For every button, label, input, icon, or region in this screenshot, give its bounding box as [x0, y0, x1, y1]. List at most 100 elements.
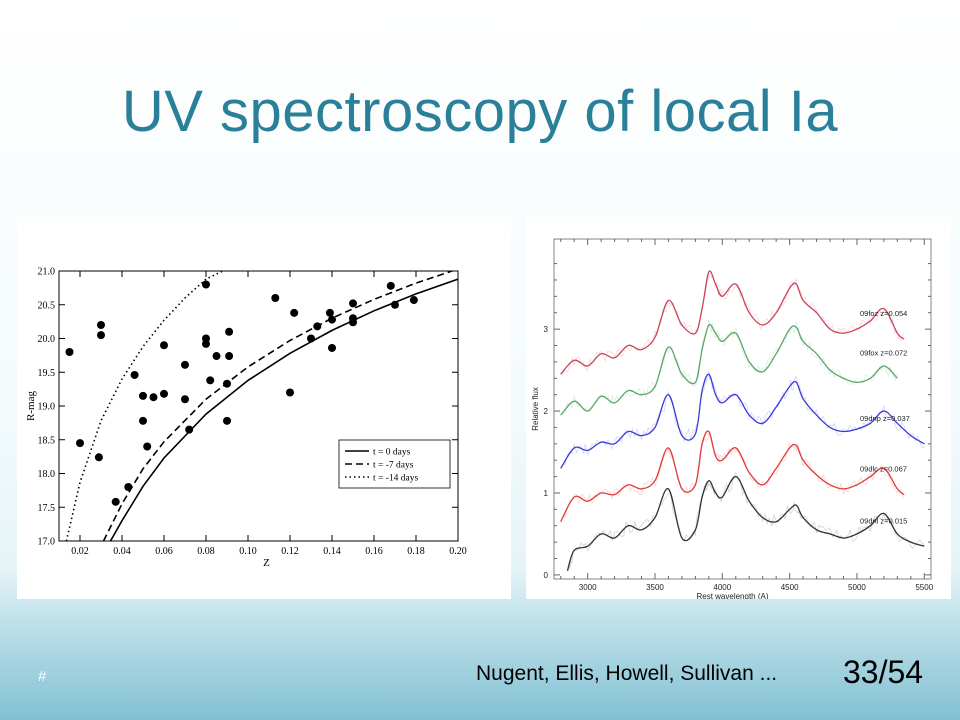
legend-label: t = 0 days — [373, 448, 411, 458]
data-point — [181, 395, 189, 404]
data-point — [328, 315, 336, 324]
legend-label: t = -14 days — [373, 474, 419, 484]
y-tick-label: 18.5 — [38, 435, 56, 446]
uv-spectra-chart: 3000 3500 4000 4500 5000 5500 0 1 2 3 Rest wavelen… — [531, 238, 934, 601]
spectrum-label: 09foz z=0.054 — [860, 309, 907, 318]
data-point — [143, 442, 152, 451]
data-point — [328, 343, 336, 352]
model-curve-0 — [109, 278, 458, 541]
y-tick-label: 19.5 — [38, 368, 56, 379]
magnitude-redshift-chart: 0.02 0.04 0.06 0.08 0.10 0.12 0.14 0.16 0.18 0.20… — [25, 267, 467, 570]
y-tick-label: 21.0 — [38, 267, 56, 278]
y-tick-label: 1 — [544, 489, 549, 498]
data-point — [386, 281, 395, 290]
data-point — [65, 348, 74, 356]
x-tick-label: 5500 — [915, 583, 933, 592]
data-point — [149, 393, 158, 402]
x-tick-label: 0.10 — [239, 546, 257, 557]
x-tick-label: 0.06 — [155, 546, 173, 557]
data-point — [212, 352, 221, 361]
spectrum-label: 09dnp z=0.037 — [860, 414, 910, 423]
y-tick-label: 17.0 — [38, 537, 56, 548]
x-tick-label: 3500 — [646, 583, 664, 592]
y-tick-label: 2 — [544, 407, 549, 416]
data-point — [111, 497, 120, 506]
data-point — [313, 322, 322, 331]
data-point — [325, 308, 334, 317]
data-point — [349, 318, 357, 327]
y-tick-label: 20.0 — [38, 334, 56, 345]
model-curve-2 — [65, 271, 224, 541]
spectrum-label: 09dlc z=0.067 — [860, 465, 907, 474]
data-point — [185, 425, 194, 434]
x-tick-label: 0.18 — [407, 546, 425, 557]
y-tick-label: 3 — [544, 325, 549, 334]
y-tick-label: 17.5 — [38, 503, 56, 514]
y-tick-label: 20.5 — [38, 300, 56, 311]
data-point — [160, 341, 168, 350]
y-axis-label: Relative flux — [531, 387, 540, 431]
y-tick-label: 19.0 — [38, 402, 56, 413]
data-point — [139, 391, 147, 400]
data-point — [225, 352, 234, 361]
model-curve-1 — [102, 271, 455, 541]
data-point — [97, 331, 105, 340]
data-point — [286, 388, 294, 397]
plot-frame — [553, 238, 932, 580]
data-point — [139, 416, 147, 425]
data-point — [223, 416, 231, 425]
x-tick-label: 0.14 — [323, 546, 341, 557]
spectrum-raw-2 — [560, 371, 925, 469]
y-tick-label: 18.0 — [38, 469, 56, 480]
data-point — [202, 339, 210, 348]
spectrum-line-4 — [566, 475, 925, 571]
y-tick-label: 0 — [544, 571, 549, 580]
x-tick-label: 4500 — [781, 583, 799, 592]
slide-title: UV spectroscopy of local Ia — [121, 79, 839, 144]
data-point — [349, 299, 357, 308]
x-tick-label: 0.02 — [71, 546, 89, 557]
x-tick-label: 4000 — [713, 583, 731, 592]
legend-label: t = -7 days — [373, 461, 414, 471]
data-point — [124, 483, 133, 491]
data-point — [206, 376, 215, 385]
data-point — [223, 379, 231, 388]
x-tick-label: 5000 — [848, 583, 866, 592]
x-tick-label: 0.12 — [281, 546, 299, 557]
x-axis-label: Rest wavelength (A) — [696, 592, 768, 599]
spectrum-line-1 — [560, 323, 898, 416]
spectrum-line-0 — [560, 270, 905, 375]
data-point — [97, 321, 105, 329]
data-point — [409, 296, 418, 305]
data-point — [202, 280, 210, 289]
data-point — [225, 327, 234, 336]
data-point — [290, 308, 299, 317]
data-point — [130, 370, 139, 379]
x-tick-label: 0.16 — [365, 546, 383, 557]
footer-mark: # — [38, 668, 47, 685]
x-tick-label: 0.20 — [449, 546, 467, 557]
spectrum-label: 09dnl z=0.015 — [860, 516, 907, 525]
data-point — [271, 294, 280, 302]
data-point — [76, 439, 84, 448]
spectrum-label: 09fox z=0.072 — [860, 348, 907, 357]
spectrum-raw-0 — [560, 272, 905, 376]
data-point — [391, 300, 399, 309]
x-tick-label: 0.08 — [197, 546, 215, 557]
page-number: 33/54 — [843, 654, 924, 690]
spectrum-line-2 — [560, 373, 925, 469]
data-point — [160, 389, 168, 398]
data-point — [181, 360, 189, 369]
x-tick-label: 3000 — [579, 583, 597, 592]
spectrum-line-3 — [560, 430, 905, 523]
data-point — [307, 334, 315, 343]
spectrum-raw-1 — [560, 319, 898, 416]
x-axis-label: Z — [263, 557, 270, 569]
spectrum-raw-3 — [560, 432, 905, 522]
x-tick-label: 0.04 — [113, 546, 131, 557]
magnitude-redshift-figure: 0.02 0.04 0.06 0.08 0.10 0.12 0.14 0.16 0.18 0.20… — [17, 217, 511, 599]
data-point — [94, 453, 103, 462]
y-axis-label: R-mag — [25, 391, 37, 421]
spectrum-raw-4 — [567, 472, 925, 571]
citation-text: Nugent, Ellis, Howell, Sullivan ... — [476, 662, 778, 685]
